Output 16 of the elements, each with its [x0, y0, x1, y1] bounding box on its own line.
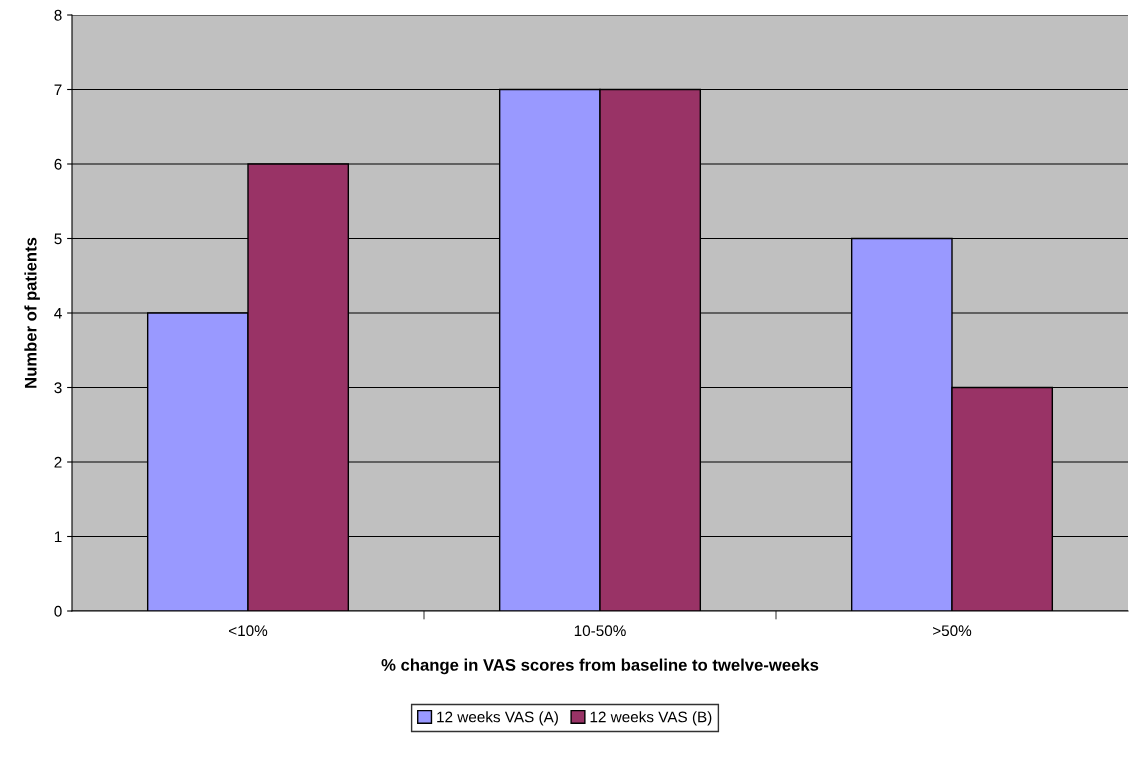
y-tick-label: 5 [54, 233, 62, 245]
legend-label: 12 weeks VAS (B) [590, 711, 712, 726]
y-tick-label: 2 [54, 456, 62, 468]
y-tick-label: 4 [54, 308, 62, 319]
y-tick-label: 8 [54, 9, 62, 21]
y-tick-label: 7 [54, 84, 62, 96]
y-tick-label: 0 [54, 605, 62, 617]
y-tick-label: 1 [54, 531, 62, 543]
y-tick-label: 6 [54, 158, 62, 170]
x-tick-label: <10% [229, 625, 268, 637]
x-tick-label: 10-50% [574, 625, 626, 637]
x-axis-title: % change in VAS scores from baseline to twelve-weeks [381, 658, 819, 675]
x-tick-label: >50% [933, 625, 972, 637]
legend-label: 12 weeks VAS (A) [437, 711, 558, 726]
y-axis-title: Number of patients [24, 237, 40, 388]
y-tick-label: 3 [54, 382, 62, 394]
